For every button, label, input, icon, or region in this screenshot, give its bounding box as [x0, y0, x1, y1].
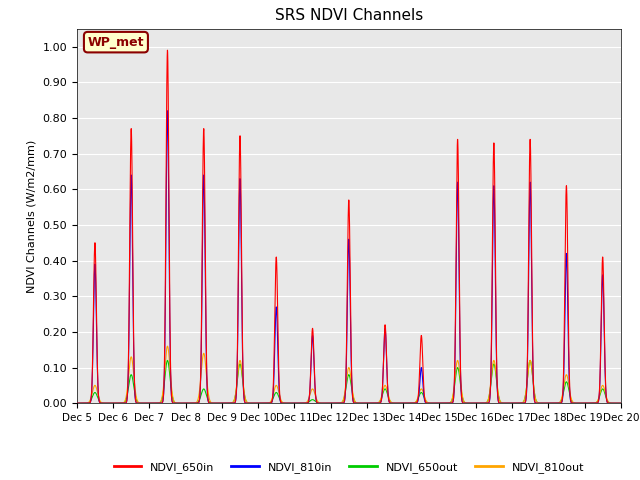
- Text: WP_met: WP_met: [88, 36, 144, 48]
- Legend: NDVI_650in, NDVI_810in, NDVI_650out, NDVI_810out: NDVI_650in, NDVI_810in, NDVI_650out, NDV…: [109, 457, 588, 477]
- Y-axis label: NDVI Channels (W/m2/mm): NDVI Channels (W/m2/mm): [27, 139, 36, 293]
- Title: SRS NDVI Channels: SRS NDVI Channels: [275, 9, 423, 24]
